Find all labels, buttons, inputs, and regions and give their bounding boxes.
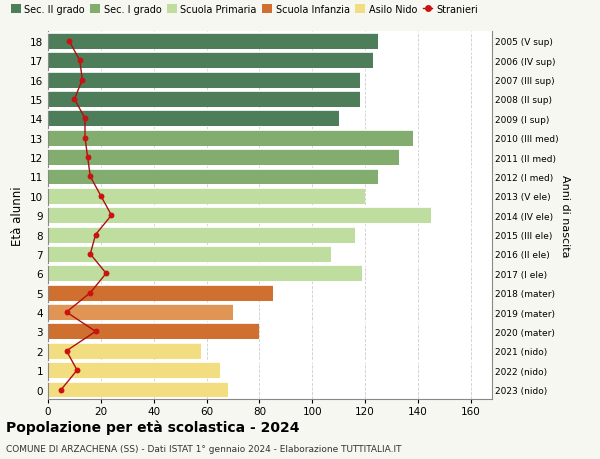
Bar bbox=[48, 382, 228, 397]
Point bbox=[85, 251, 95, 258]
Point bbox=[75, 57, 85, 65]
Bar bbox=[48, 246, 331, 262]
Y-axis label: Età alunni: Età alunni bbox=[11, 186, 25, 246]
Bar bbox=[48, 111, 339, 127]
Bar bbox=[48, 266, 362, 282]
Y-axis label: Anni di nascita: Anni di nascita bbox=[560, 174, 569, 257]
Point bbox=[56, 386, 66, 393]
Bar bbox=[48, 150, 400, 166]
Point bbox=[64, 38, 74, 45]
Point bbox=[85, 289, 95, 297]
Point bbox=[91, 328, 100, 336]
Point bbox=[77, 77, 87, 84]
Bar bbox=[48, 169, 379, 185]
Point bbox=[83, 154, 92, 162]
Bar bbox=[48, 208, 431, 224]
Point bbox=[62, 347, 71, 355]
Point bbox=[96, 193, 106, 200]
Bar bbox=[48, 324, 259, 340]
Point bbox=[72, 367, 82, 374]
Bar bbox=[48, 34, 379, 50]
Point bbox=[107, 212, 116, 219]
Text: Popolazione per età scolastica - 2024: Popolazione per età scolastica - 2024 bbox=[6, 420, 299, 435]
Point bbox=[70, 96, 79, 103]
Bar bbox=[48, 227, 355, 243]
Bar bbox=[48, 189, 365, 204]
Bar bbox=[48, 53, 373, 69]
Bar bbox=[48, 130, 413, 146]
Bar bbox=[48, 285, 272, 301]
Point bbox=[80, 135, 90, 142]
Point bbox=[85, 174, 95, 181]
Bar bbox=[48, 73, 360, 89]
Point bbox=[91, 231, 100, 239]
Text: COMUNE DI ARZACHENA (SS) - Dati ISTAT 1° gennaio 2024 - Elaborazione TUTTITALIA.: COMUNE DI ARZACHENA (SS) - Dati ISTAT 1°… bbox=[6, 444, 401, 453]
Bar bbox=[48, 343, 201, 359]
Point bbox=[62, 309, 71, 316]
Bar bbox=[48, 92, 360, 108]
Point bbox=[80, 115, 90, 123]
Bar bbox=[48, 363, 220, 378]
Point bbox=[101, 270, 111, 277]
Legend: Sec. II grado, Sec. I grado, Scuola Primaria, Scuola Infanzia, Asilo Nido, Stran: Sec. II grado, Sec. I grado, Scuola Prim… bbox=[11, 5, 478, 15]
Bar bbox=[48, 304, 233, 320]
